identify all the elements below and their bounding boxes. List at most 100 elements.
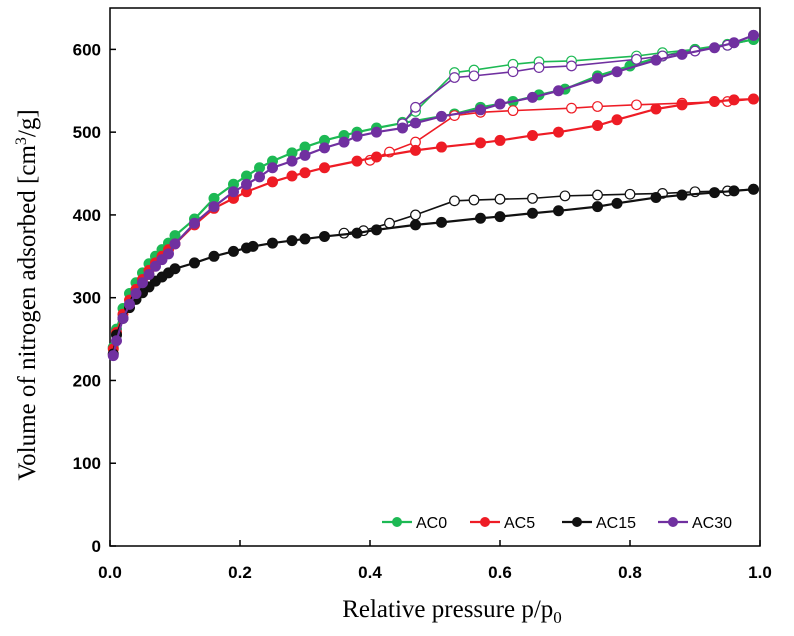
adsorption-point	[592, 72, 603, 84]
adsorption-point	[728, 94, 740, 106]
y-tick-label: 400	[73, 206, 101, 225]
adsorption-point	[650, 54, 662, 66]
adsorption-point	[410, 117, 421, 129]
x-tick-label: 0.2	[228, 563, 252, 582]
adsorption-point	[371, 126, 382, 138]
desorption-point	[384, 217, 395, 229]
adsorption-point	[494, 211, 506, 223]
x-tick-label: 0.8	[618, 563, 642, 582]
desorption-point	[494, 193, 506, 205]
desorption-point	[566, 102, 577, 114]
adsorption-point	[371, 224, 382, 236]
x-tick-label: 0.4	[358, 563, 382, 582]
adsorption-point	[709, 96, 720, 108]
desorption-point	[533, 62, 545, 73]
y-tick-label: 500	[73, 123, 101, 142]
adsorption-point	[410, 219, 421, 231]
adsorption-point	[553, 126, 564, 138]
adsorption-point	[286, 235, 298, 247]
adsorption-point	[124, 298, 135, 310]
x-axis-title: Relative pressure p/p0	[342, 596, 562, 627]
adsorption-point	[494, 98, 506, 110]
adsorption-point	[527, 91, 538, 103]
adsorption-point	[107, 350, 119, 362]
adsorption-point	[286, 155, 298, 167]
legend-marker	[572, 517, 582, 527]
series-ac30	[107, 29, 759, 362]
adsorption-point	[676, 189, 688, 201]
adsorption-point	[650, 103, 662, 115]
adsorption-point	[728, 37, 740, 49]
y-tick-label: 300	[73, 289, 101, 308]
legend-item-ac15: AC15	[562, 515, 636, 532]
desorption-point	[449, 72, 460, 83]
desorption-point	[468, 70, 480, 82]
legend-marker	[668, 517, 678, 527]
legend-item-ac30: AC30	[658, 515, 732, 532]
adsorption-point	[319, 162, 330, 174]
legend-label: AC15	[596, 515, 636, 532]
adsorption-point	[299, 149, 311, 161]
adsorption-point	[130, 288, 142, 300]
adsorption-point	[169, 238, 181, 250]
desorption-point	[592, 101, 603, 112]
adsorption-point	[748, 183, 759, 195]
adsorption-point	[611, 66, 623, 78]
adsorption-point	[228, 245, 239, 257]
adsorption-point	[527, 207, 538, 219]
desorption-point	[507, 66, 519, 78]
desorption-point	[507, 105, 519, 117]
adsorption-point	[676, 99, 688, 111]
adsorption-point	[267, 237, 278, 249]
legend-item-ac5: AC5	[470, 515, 535, 532]
adsorption-point	[338, 136, 350, 148]
adsorption-point	[189, 257, 200, 269]
desorption-point	[624, 188, 636, 200]
adsorption-point	[208, 250, 220, 262]
desorption-point	[631, 53, 642, 65]
adsorption-point	[748, 93, 759, 105]
desorption-point	[410, 209, 421, 221]
adsorption-point	[397, 122, 408, 134]
desorption-point	[410, 101, 421, 113]
desorption-point	[559, 190, 571, 202]
adsorption-point	[676, 48, 688, 60]
adsorption-point	[436, 141, 447, 153]
desorption-point	[527, 192, 538, 204]
adsorption-point	[117, 312, 129, 324]
x-tick-label: 0.6	[488, 563, 512, 582]
legend-item-ac0: AC0	[382, 515, 447, 532]
adsorption-point	[286, 170, 298, 182]
adsorption-point	[319, 142, 330, 154]
desorption-point	[566, 60, 577, 72]
adsorption-point	[189, 217, 200, 229]
adsorption-point	[299, 233, 311, 245]
adsorption-point	[299, 167, 311, 179]
legend-label: AC0	[416, 515, 447, 532]
adsorption-point	[111, 335, 122, 347]
adsorption-point	[611, 114, 623, 126]
adsorption-point	[475, 137, 486, 149]
adsorption-point	[553, 85, 564, 97]
adsorption-point	[137, 277, 148, 289]
adsorption-point	[553, 205, 564, 217]
legend-label: AC5	[504, 515, 535, 532]
adsorption-point	[527, 129, 538, 141]
adsorption-point	[241, 178, 252, 190]
legend-marker	[392, 517, 402, 527]
adsorption-point	[254, 171, 265, 183]
desorption-point	[468, 194, 480, 206]
y-tick-label: 600	[73, 40, 101, 59]
y-tick-label: 200	[73, 371, 101, 390]
adsorption-point	[319, 230, 330, 242]
adsorption-point	[410, 144, 421, 156]
adsorption-point	[351, 227, 363, 239]
adsorption-point	[592, 201, 603, 213]
adsorption-point	[351, 155, 363, 167]
legend-marker	[480, 517, 490, 527]
adsorption-point	[650, 192, 662, 204]
adsorption-point	[143, 269, 155, 281]
legend-label: AC30	[692, 515, 732, 532]
x-tick-label: 1.0	[748, 563, 772, 582]
